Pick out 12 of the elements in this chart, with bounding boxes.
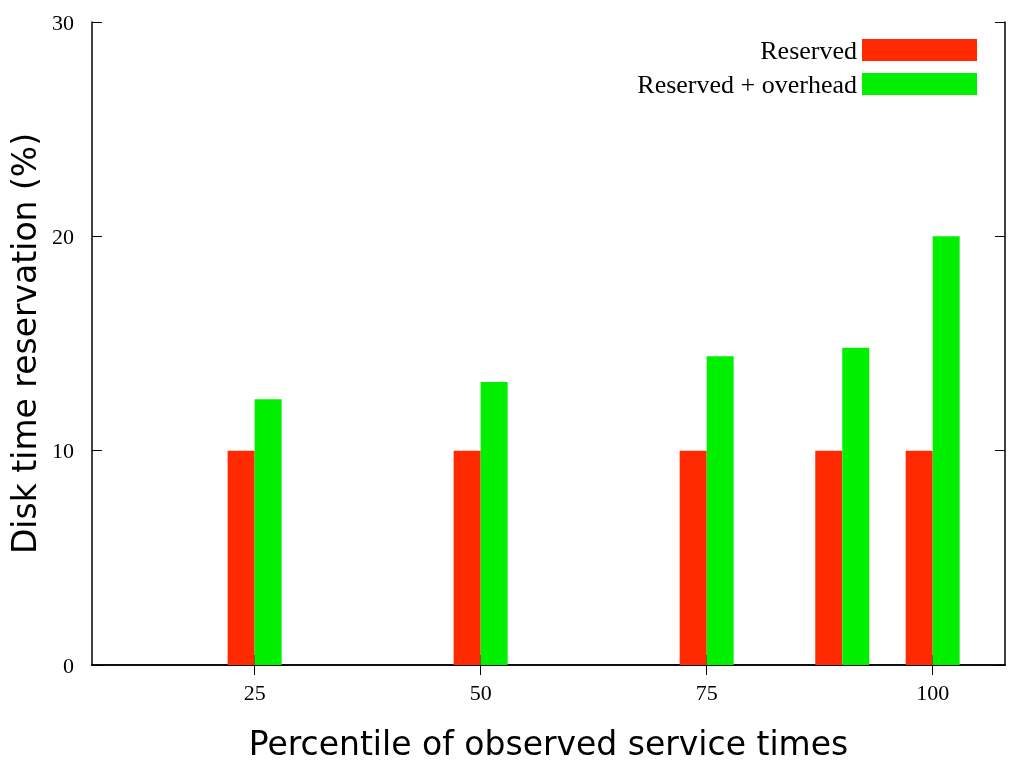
- x-tick-label: 25: [243, 679, 266, 705]
- y-tick-label: 30: [51, 9, 74, 35]
- y-axis-title: Disk time reservation (%): [5, 132, 44, 555]
- legend-label: Reserved + overhead: [637, 69, 857, 99]
- x-tick-label: 50: [469, 679, 492, 705]
- legend-label: Reserved: [760, 35, 857, 65]
- x-axis-title: Percentile of observed service times: [248, 724, 849, 763]
- x-tick-label: 75: [695, 679, 718, 705]
- y-tick-label: 20: [51, 223, 74, 249]
- x-tick-label: 100: [916, 679, 950, 705]
- y-tick-label: 0: [62, 652, 74, 678]
- y-tick-label: 10: [51, 438, 74, 464]
